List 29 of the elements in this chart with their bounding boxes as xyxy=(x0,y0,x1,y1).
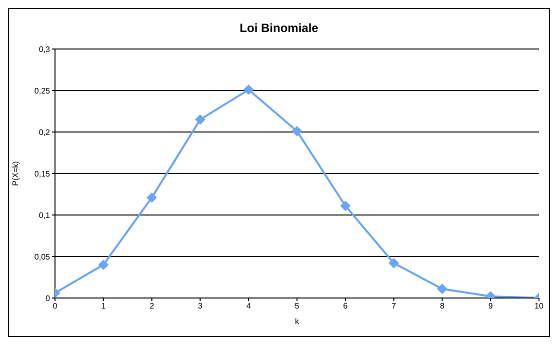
x-tick-label: 4 xyxy=(246,302,252,311)
x-tick-label: 8 xyxy=(440,302,445,311)
x-tick-label: 3 xyxy=(198,302,203,311)
y-tick-label: 0,3 xyxy=(38,44,51,54)
x-tick-label: 5 xyxy=(294,302,300,311)
x-tick-label: 10 xyxy=(534,302,544,311)
point xyxy=(146,192,157,203)
x-tick-label: 1 xyxy=(101,302,106,311)
x-tick-label: 7 xyxy=(392,302,397,311)
x-tick-label: 2 xyxy=(150,302,155,311)
y-axis-title: P(X=k) xyxy=(10,160,20,186)
x-tick-label: 0 xyxy=(52,302,58,311)
point xyxy=(388,258,399,268)
y-tick-label: 0,1 xyxy=(38,210,51,220)
y-tick-label: 0,15 xyxy=(34,169,51,178)
point xyxy=(437,284,448,294)
x-axis-title: k xyxy=(295,317,300,326)
point xyxy=(98,260,108,270)
point xyxy=(292,126,302,136)
y-tick-label: 0,25 xyxy=(34,86,51,96)
y-tick-label: 0,2 xyxy=(38,128,51,137)
y-tick-label: 0,05 xyxy=(34,252,51,262)
x-tick-label: 6 xyxy=(343,302,348,311)
point xyxy=(244,84,254,95)
y-tick-label: 0 xyxy=(46,294,51,303)
point xyxy=(195,114,206,125)
chart-title: Loi Binomiale xyxy=(238,21,320,35)
point xyxy=(340,200,350,211)
x-tick-label: 9 xyxy=(488,302,494,311)
